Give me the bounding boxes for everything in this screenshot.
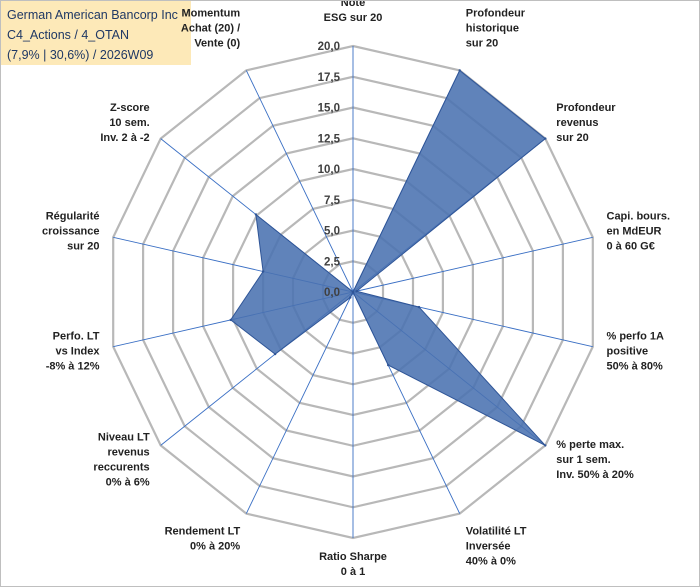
axis-label: Rendement LT 0% à 20% [165, 525, 241, 552]
axis-label: Régularité croissance sur 20 [42, 210, 99, 252]
axis-label-line: Profondeur [556, 102, 616, 114]
axis-label-line: ESG sur 20 [324, 12, 383, 24]
axis-label-line: sur 20 [556, 132, 588, 144]
axis-label: Momentum Achat (20) / Vente (0) [181, 8, 241, 50]
axis-label-line: en MdEUR [607, 225, 662, 237]
axis-label-line: sur 20 [466, 38, 498, 50]
axis-label-line: Vente (0) [194, 38, 240, 50]
data-point [387, 363, 390, 367]
axis-label-line: 0% à 20% [190, 540, 240, 552]
data-point [544, 137, 547, 140]
axis-label-line: reccurents [93, 461, 149, 473]
axis-label-line: Inv. 50% à 20% [556, 469, 634, 481]
axis-label: Ratio Sharpe 0 à 1 [319, 551, 387, 578]
axis-label-line: % perte max. [556, 439, 624, 451]
axis-label-line: sur 1 sem. [556, 454, 610, 466]
tick-label: 2,5 [324, 256, 341, 268]
axis-label: Niveau LT revenus reccurents 0% à 6% [93, 431, 150, 488]
axis-label-line: Ratio Sharpe [319, 551, 387, 563]
axis-label: % perfo 1A positive 50% à 80% [607, 331, 665, 373]
data-point [351, 290, 355, 294]
axis-label: % perte max. sur 1 sem. Inv. 50% à 20% [556, 439, 634, 481]
axis-label-line: historique [466, 23, 519, 35]
axis-label-line: Momentum [182, 8, 241, 20]
chart-header: German American Bancorp Inc C4_Actions /… [1, 1, 191, 65]
axis-label-line: vs Index [55, 346, 100, 358]
data-point [229, 318, 232, 322]
axis-label-line: Perfo. LT [53, 331, 100, 343]
tick-label: 17,5 [318, 72, 341, 84]
axis-label: Z-score 10 sem. Inv. 2 à -2 [100, 102, 149, 144]
axis-label-line: 50% à 80% [607, 361, 663, 373]
tick-label: 10,0 [318, 164, 340, 176]
axis-label-line: -8% à 12% [46, 361, 100, 373]
axis-label-line: Note [341, 1, 365, 9]
data-point [349, 296, 352, 299]
axis-label-line: sur 20 [67, 240, 99, 252]
axis-label-line: 40% à 0% [466, 555, 516, 567]
tick-label: 15,0 [318, 103, 340, 115]
tick-label: 12,5 [318, 133, 341, 145]
axis-label: Profondeur revenus sur 20 [556, 102, 616, 144]
data-point [544, 444, 547, 447]
axis-label-line: Z-score [110, 102, 150, 114]
axis-label: Perfo. LT vs Index -8% à 12% [46, 331, 101, 373]
axis-label-line: revenus [107, 446, 149, 458]
axis-label-line: Inversée [466, 540, 511, 552]
axis-label-line: Volatilité LT [466, 525, 527, 537]
data-point [417, 305, 421, 309]
axis-label-line: % perfo 1A [607, 331, 665, 343]
tick-label: 0,0 [324, 287, 340, 299]
data-point [273, 352, 277, 356]
data-point [254, 213, 258, 216]
axis-spoke [245, 291, 354, 514]
header-category: C4_Actions / 4_OTAN [7, 28, 130, 42]
axis-label-line: Inv. 2 à -2 [100, 132, 149, 144]
axis-label: Capi. bours. en MdEUR 0 à 60 G€ [607, 210, 671, 252]
data-point [355, 290, 358, 293]
header-company-name: German American Bancorp Inc [7, 8, 178, 22]
axis-label-line: Niveau LT [98, 431, 150, 443]
tick-label: 20,0 [318, 41, 340, 53]
axis-label-line: Profondeur [466, 8, 526, 20]
axis-spoke [352, 236, 593, 293]
axis-label-line: Rendement LT [165, 525, 241, 537]
axis-label-line: Achat (20) / [181, 23, 240, 35]
axis-label-line: 10 sem. [109, 117, 149, 129]
axis-label-line: revenus [556, 117, 598, 129]
axis-label-line: 0 à 60 G€ [607, 240, 655, 252]
data-point [458, 69, 461, 72]
data-series-area [230, 69, 547, 446]
axis-label: Profondeur historique sur 20 [466, 8, 526, 50]
tick-label: 7,5 [324, 195, 341, 207]
axis-label-line: Régularité [46, 210, 100, 222]
axis-label-line: 0 à 1 [341, 566, 365, 578]
axis-spoke [245, 70, 354, 293]
axis-label-line: Capi. bours. [607, 210, 671, 222]
data-point [261, 270, 265, 273]
axis-label-line: 0% à 6% [106, 476, 150, 488]
header-performance: (7,9% | 30,6%) / 2026W09 [7, 48, 154, 62]
axis-label-line: positive [607, 346, 649, 358]
axis-label-line: croissance [42, 225, 99, 237]
axis-label: Volatilité LT Inversée 40% à 0% [466, 525, 527, 567]
axis-label: Note ESG sur 20 [324, 1, 383, 24]
tick-label: 5,0 [324, 226, 340, 238]
